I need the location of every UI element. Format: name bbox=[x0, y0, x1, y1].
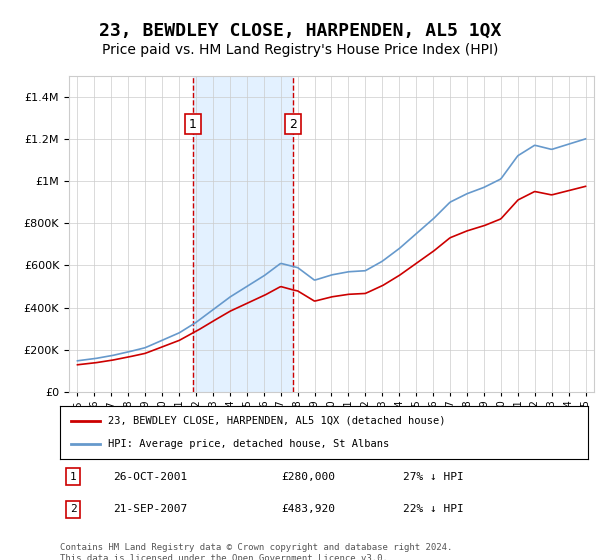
Text: 2: 2 bbox=[289, 118, 297, 130]
Text: 21-SEP-2007: 21-SEP-2007 bbox=[113, 505, 187, 514]
Text: £280,000: £280,000 bbox=[282, 472, 336, 482]
Text: 23, BEWDLEY CLOSE, HARPENDEN, AL5 1QX: 23, BEWDLEY CLOSE, HARPENDEN, AL5 1QX bbox=[99, 22, 501, 40]
Text: 27% ↓ HPI: 27% ↓ HPI bbox=[403, 472, 464, 482]
Text: 26-OCT-2001: 26-OCT-2001 bbox=[113, 472, 187, 482]
Text: £483,920: £483,920 bbox=[282, 505, 336, 514]
Bar bbox=[193, 76, 293, 392]
Text: 1: 1 bbox=[70, 472, 77, 482]
Text: 2: 2 bbox=[70, 505, 77, 514]
Text: Contains HM Land Registry data © Crown copyright and database right 2024.
This d: Contains HM Land Registry data © Crown c… bbox=[60, 543, 452, 560]
Text: Price paid vs. HM Land Registry's House Price Index (HPI): Price paid vs. HM Land Registry's House … bbox=[102, 44, 498, 58]
Text: 22% ↓ HPI: 22% ↓ HPI bbox=[403, 505, 464, 514]
Text: 1: 1 bbox=[189, 118, 197, 130]
Text: 23, BEWDLEY CLOSE, HARPENDEN, AL5 1QX (detached house): 23, BEWDLEY CLOSE, HARPENDEN, AL5 1QX (d… bbox=[107, 416, 445, 426]
Text: HPI: Average price, detached house, St Albans: HPI: Average price, detached house, St A… bbox=[107, 439, 389, 449]
